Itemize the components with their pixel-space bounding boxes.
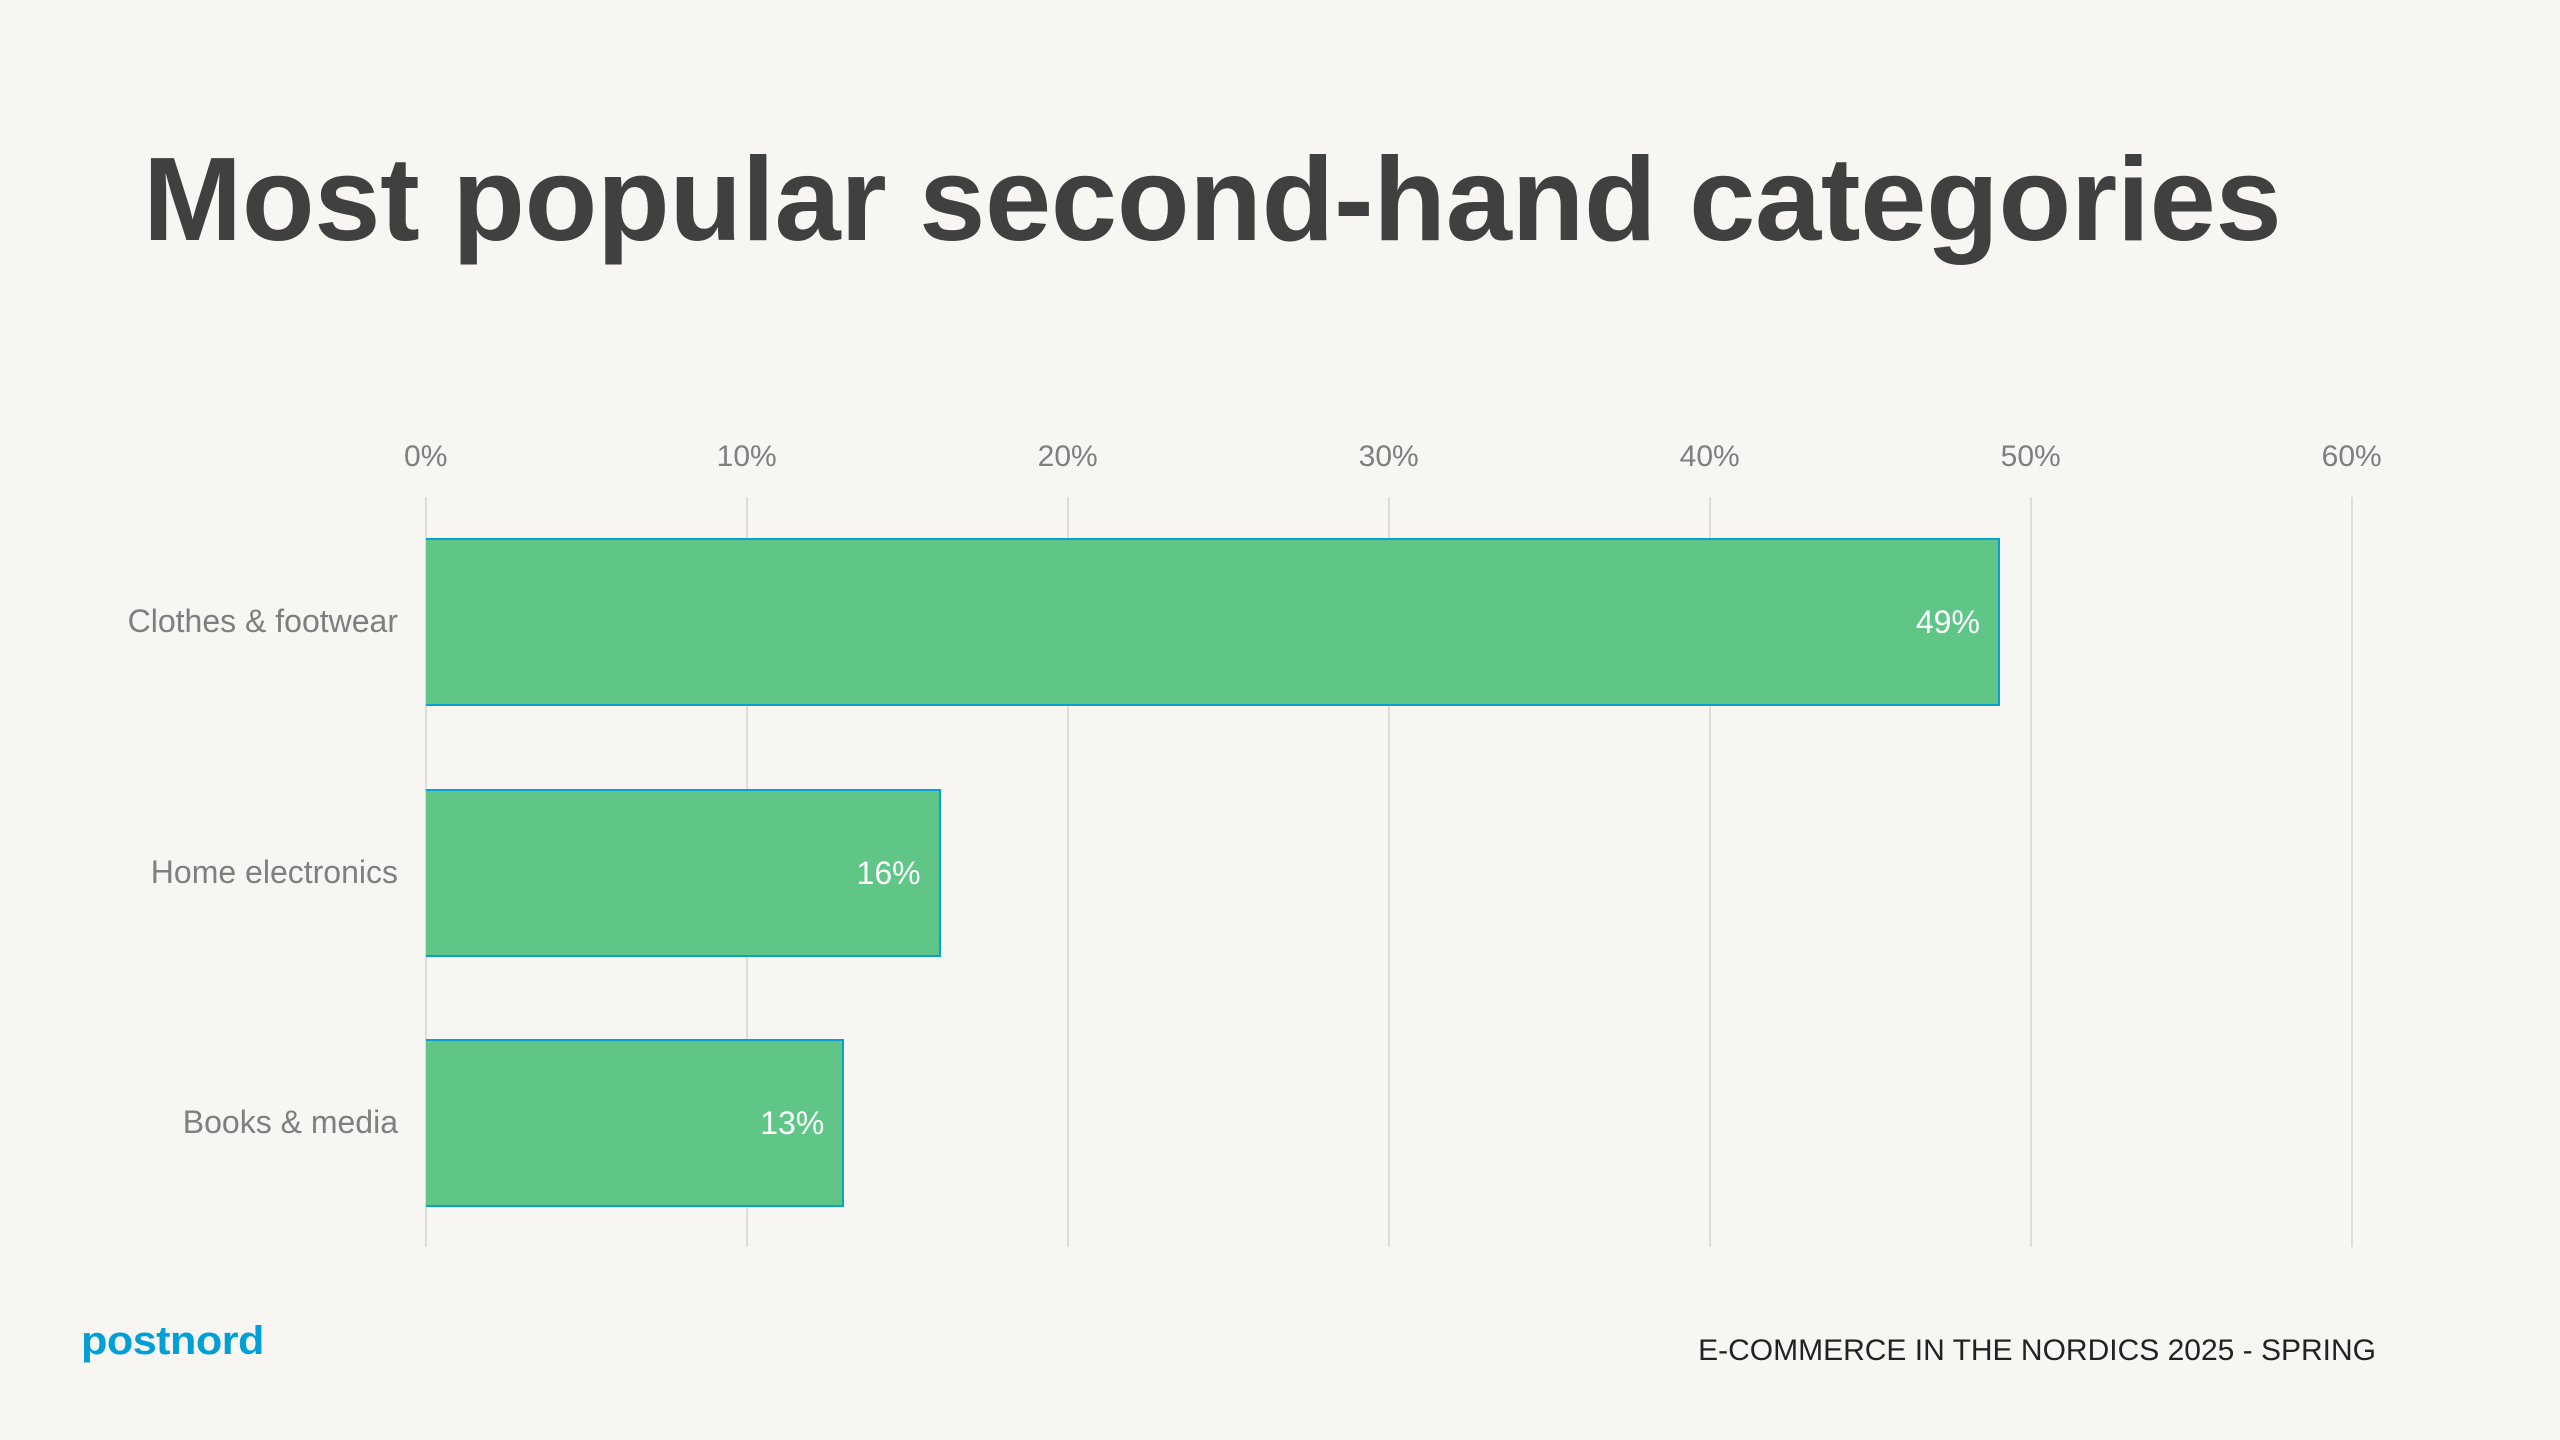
gridline — [2029, 497, 2032, 1247]
x-tick-label: 10% — [716, 440, 777, 473]
x-tick-label: 50% — [2000, 440, 2061, 473]
x-tick-label: 30% — [1358, 440, 1419, 473]
gridline — [424, 497, 427, 1247]
gridline — [1066, 497, 1069, 1247]
bar: 16% — [426, 788, 941, 957]
x-tick-label: 20% — [1037, 440, 1098, 473]
gridline — [1387, 497, 1390, 1247]
bar: 49% — [426, 538, 2000, 706]
bar-value-label: 49% — [1915, 604, 1980, 640]
x-tick-label: 40% — [1679, 440, 1740, 473]
page-title: Most popular second-hand categories — [143, 133, 2282, 266]
bar: 13% — [426, 1039, 845, 1207]
bar-value-label: 16% — [856, 854, 921, 891]
gridline — [2350, 497, 2353, 1247]
category-label: Home electronics — [150, 853, 398, 890]
category-label: Clothes & footwear — [127, 603, 398, 639]
bar-row: Home electronics 16% — [0, 748, 2560, 998]
bar-value-label: 13% — [760, 1105, 825, 1141]
report-title: E-COMMERCE IN THE NORDICS 2025 - SPRING — [1698, 1334, 2376, 1367]
x-tick-label: 60% — [2321, 440, 2382, 473]
bar-row: Books & media 13% — [0, 998, 2560, 1248]
category-label: Books & media — [182, 1104, 398, 1140]
x-tick-label: 0% — [404, 440, 448, 473]
postnord-logo: postnord — [81, 1319, 264, 1363]
gridline — [1708, 497, 1711, 1247]
bar-row: Clothes & footwear 49% — [0, 497, 2560, 747]
